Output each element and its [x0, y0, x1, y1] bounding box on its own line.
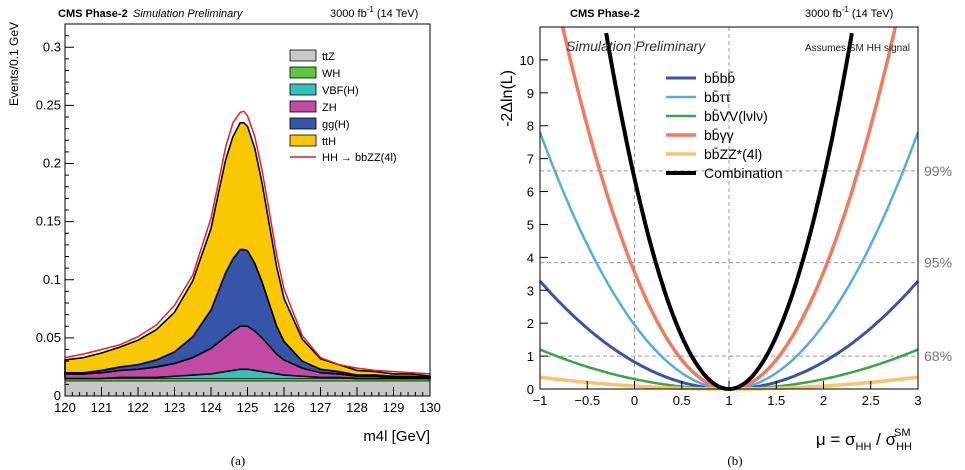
- y-tick-label: 0.25: [36, 97, 61, 112]
- x-tick-label: 2.5: [862, 393, 880, 408]
- y-tick-label: 0.1: [43, 272, 61, 287]
- y-axis: 0 1 2 3 4 5 6 7 8 9 10: [520, 53, 548, 397]
- panel-a-chart: CMS Phase-2 Simulation Preliminary 3000 …: [7, 5, 441, 468]
- y-tick-label: 9: [527, 86, 534, 101]
- legend-label: bb̄VV(lνlν): [704, 108, 768, 124]
- header-left-italic: Simulation Preliminary: [133, 8, 244, 20]
- y-tick-label: 3: [527, 283, 534, 298]
- x-tick-label: −0.5: [574, 393, 600, 408]
- y-axis-label: Events/0.1 GeV: [7, 22, 21, 106]
- legend: ttZ WH VBF(H) ZH gg(H) ttH HH → bbZZ(4l): [289, 49, 397, 164]
- x-tick-label: 125: [237, 400, 259, 415]
- y-axis-label: -2Δln(L): [499, 70, 516, 127]
- x-axis-label: μ = σHH / σHHSM: [816, 427, 912, 453]
- y-tick-label: 0.3: [43, 39, 61, 54]
- panel-b-label: (b): [727, 453, 742, 468]
- hh-signal-line: [64, 110, 431, 375]
- x-tick-label: 122: [127, 400, 149, 415]
- y-tick-label: 7: [527, 152, 534, 167]
- legend: bb̄bb̄ bb̄ττ bb̄VV(lνlν) bb̄γγ bb̄ZZ*(4l) Com…: [666, 70, 783, 181]
- y-tick-label: 0.2: [43, 156, 61, 171]
- header-left: CMS Phase-2: [58, 8, 128, 20]
- x-tick-label: 0: [631, 393, 638, 408]
- x-tick-label: 2: [820, 393, 827, 408]
- x-tick-label: 1.5: [767, 393, 785, 408]
- threshold-label: 99%: [924, 163, 952, 179]
- legend-label: Combination: [704, 165, 783, 181]
- x-axis: −1 −0.5 0 0.5 1 1.5 2 2.5 3: [533, 381, 922, 408]
- y-tick-label: 0.05: [36, 330, 61, 345]
- legend-swatch-zh: [289, 100, 317, 113]
- y-tick-label: 8: [527, 119, 534, 134]
- y-tick-label: 2: [527, 316, 534, 331]
- x-tick-label: 3: [914, 393, 921, 408]
- x-axis-label: m4l [GeV]: [363, 428, 430, 445]
- x-tick-label: 130: [419, 400, 441, 415]
- legend-swatch-wh: [289, 66, 317, 79]
- y-tick-label: 0: [527, 382, 534, 397]
- threshold-guides: 68% 95% 99%: [540, 27, 952, 389]
- x-tick-label: 121: [91, 400, 113, 415]
- simulation-preliminary: Simulation Preliminary: [566, 38, 706, 54]
- y-tick-label: 0: [54, 388, 61, 403]
- assumes-note: Assumes SM HH signal: [805, 43, 910, 54]
- x-tick-label: 127: [310, 400, 332, 415]
- y-tick-label: 4: [527, 250, 534, 265]
- legend-label: bb̄γγ: [704, 127, 734, 143]
- y-tick-label: 10: [520, 53, 534, 68]
- x-tick-label: 1: [725, 393, 732, 408]
- legend-label: WH: [322, 68, 340, 80]
- legend-swatch-tth: [289, 134, 317, 147]
- x-tick-label: 0.5: [673, 393, 691, 408]
- x-tick-label: 124: [200, 400, 222, 415]
- x-axis: 120 121 122 123 124 125 126 127 128 129 130: [54, 387, 441, 415]
- legend-swatch-vbf-h-: [289, 83, 317, 96]
- legend-label: ZH: [322, 102, 337, 114]
- y-tick-label: 6: [527, 185, 534, 200]
- threshold-label: 68%: [924, 348, 952, 364]
- panel-b-chart: CMS Phase-2 3000 fb-1 (14 TeV) 68% 95% 99%…: [499, 5, 952, 468]
- header-left: CMS Phase-2: [570, 8, 640, 20]
- legend-label: gg(H): [322, 119, 350, 131]
- legend-label: bb̄ZZ*(4l): [704, 146, 762, 162]
- y-tick-label: 0.15: [36, 214, 61, 229]
- panel-a-label: (a): [231, 453, 245, 468]
- legend-label: ttZ: [322, 51, 335, 63]
- legend-swatch-gg-h-: [289, 117, 317, 130]
- x-tick-label: −1: [533, 393, 548, 408]
- legend-label: ttH: [322, 136, 336, 148]
- legend-swatch-ttz: [289, 49, 317, 62]
- y-axis: 0 0.05 0.1 0.15 0.2 0.25 0.3: [36, 23, 74, 403]
- header-right: 3000 fb-1 (14 TeV): [330, 5, 418, 20]
- y-tick-label: 5: [527, 217, 534, 232]
- threshold-label: 95%: [924, 255, 952, 271]
- legend-label: bb̄bb̄: [704, 70, 735, 86]
- legend-label: bb̄ττ: [704, 89, 731, 105]
- y-tick-label: 1: [527, 349, 534, 364]
- x-tick-label: 129: [383, 400, 405, 415]
- header-right: 3000 fb-1 (14 TeV): [805, 5, 893, 20]
- x-tick-label: 126: [273, 400, 295, 415]
- legend-label: HH → bbZZ(4l): [322, 152, 397, 164]
- x-tick-label: 123: [164, 400, 186, 415]
- x-tick-label: 120: [54, 400, 76, 415]
- x-tick-label: 128: [346, 400, 368, 415]
- legend-label: VBF(H): [322, 85, 359, 97]
